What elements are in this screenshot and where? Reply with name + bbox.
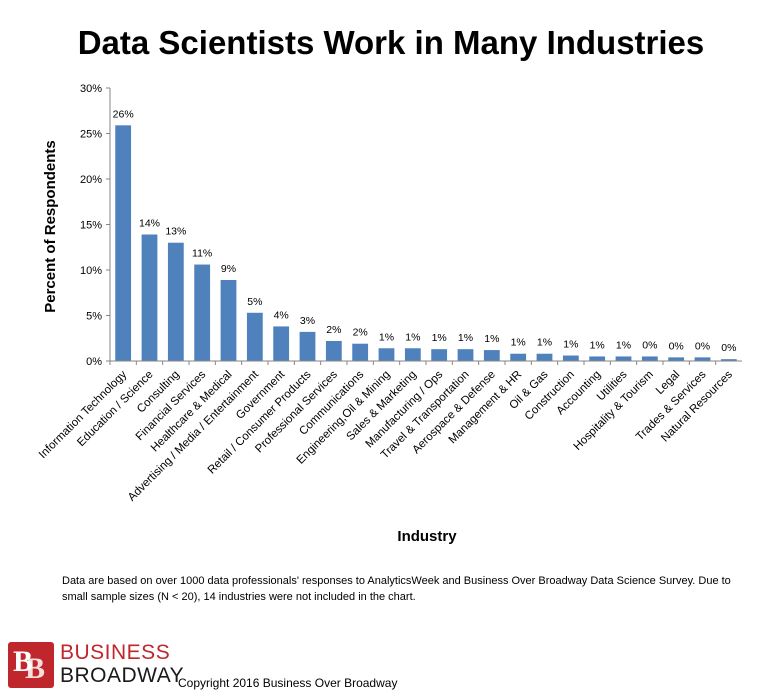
bar bbox=[220, 280, 237, 361]
data-label: 1% bbox=[616, 339, 631, 351]
data-label: 1% bbox=[432, 332, 447, 344]
copyright: Copyright 2016 Business Over Broadway bbox=[178, 676, 398, 690]
data-label: 13% bbox=[165, 226, 186, 238]
y-tick-label: 20% bbox=[80, 174, 102, 186]
logo-text-broadway: BROADWAY bbox=[60, 664, 185, 687]
data-label: 1% bbox=[537, 337, 552, 349]
bar bbox=[562, 355, 579, 361]
bar bbox=[378, 348, 395, 361]
bar bbox=[694, 357, 711, 361]
x-axis-title: Industry bbox=[397, 528, 457, 545]
y-tick-label: 25% bbox=[80, 129, 102, 141]
y-tick-label: 5% bbox=[86, 311, 102, 323]
bar bbox=[352, 343, 369, 361]
data-label: 1% bbox=[405, 331, 420, 343]
data-label: 11% bbox=[192, 248, 212, 260]
data-label: 14% bbox=[139, 218, 160, 230]
bar bbox=[431, 349, 448, 361]
bar-chart: 0%5%10%15%20%25%30% 26%Information Techn… bbox=[37, 83, 742, 545]
y-axis-title: Percent of Respondents bbox=[42, 140, 59, 313]
data-label: 9% bbox=[221, 263, 236, 275]
y-tick-label: 10% bbox=[80, 265, 102, 277]
bar bbox=[194, 264, 211, 361]
chart-title: Data Scientists Work in Many Industries bbox=[77, 24, 705, 61]
data-label: 1% bbox=[511, 337, 526, 349]
data-label: 3% bbox=[300, 315, 315, 327]
bar bbox=[273, 326, 290, 361]
data-label: 2% bbox=[326, 324, 341, 336]
data-label: 1% bbox=[563, 339, 578, 351]
bar bbox=[457, 349, 474, 361]
bar bbox=[668, 357, 685, 361]
bar bbox=[615, 356, 632, 361]
data-label: 1% bbox=[484, 333, 499, 345]
data-label: 2% bbox=[353, 327, 368, 339]
bar bbox=[589, 356, 606, 361]
data-label: 0% bbox=[642, 339, 657, 351]
bar bbox=[325, 340, 342, 361]
bar bbox=[167, 242, 184, 361]
data-label: 1% bbox=[590, 339, 605, 351]
bar bbox=[141, 234, 158, 361]
bar bbox=[246, 312, 263, 361]
y-tick-label: 0% bbox=[86, 356, 102, 368]
data-label: 4% bbox=[274, 309, 289, 321]
data-label: 1% bbox=[458, 332, 473, 344]
data-label: 0% bbox=[695, 340, 710, 352]
data-label: 5% bbox=[247, 296, 262, 308]
data-label: 26% bbox=[113, 108, 134, 120]
footnote: Data are based on over 1000 data profess… bbox=[62, 575, 731, 603]
bar bbox=[483, 350, 500, 361]
bar bbox=[536, 353, 553, 361]
bar bbox=[510, 353, 527, 361]
logo-text-business: BUSINESS bbox=[60, 641, 171, 664]
bar bbox=[299, 331, 316, 361]
y-tick-label: 15% bbox=[80, 220, 102, 232]
y-tick-label: 30% bbox=[80, 83, 102, 95]
data-label: 0% bbox=[669, 340, 684, 352]
bar bbox=[641, 356, 658, 361]
bar bbox=[720, 359, 737, 361]
data-label: 0% bbox=[721, 342, 736, 354]
bar bbox=[404, 348, 421, 361]
bar bbox=[115, 125, 132, 361]
data-label: 1% bbox=[379, 331, 394, 343]
